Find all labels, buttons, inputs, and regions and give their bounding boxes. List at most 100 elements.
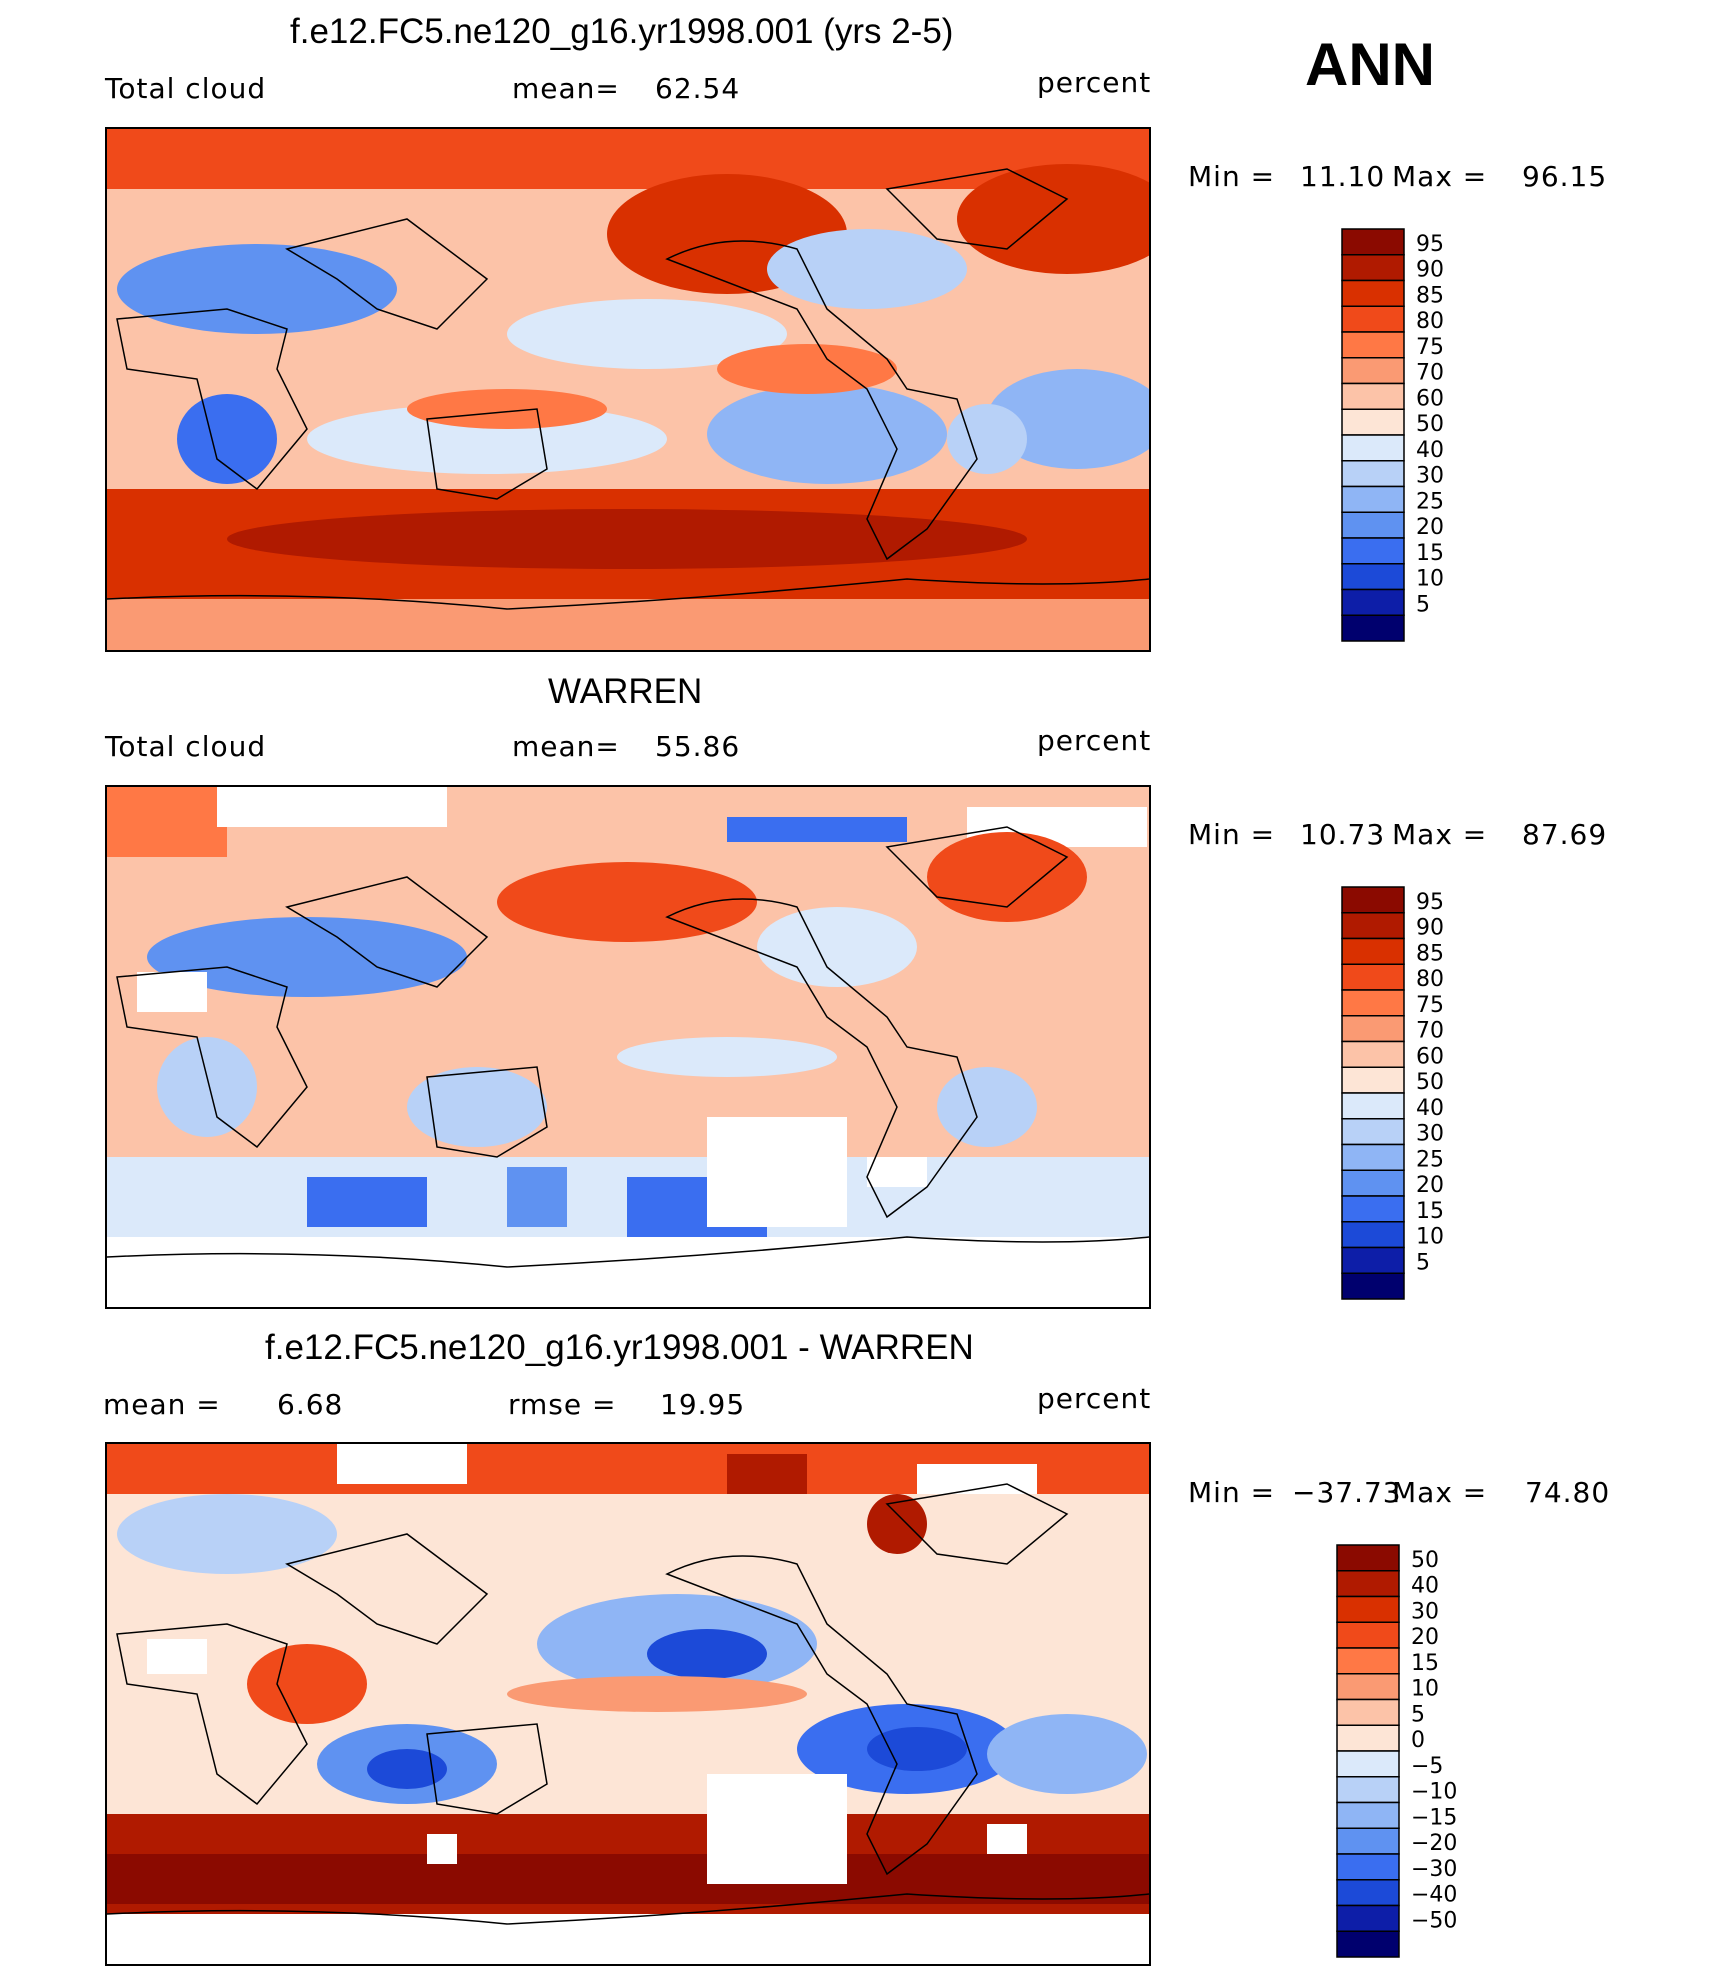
colorbar-segment — [1336, 1904, 1400, 1932]
colorbar-tick-label: 25 — [1416, 489, 1444, 514]
colorbar-segment — [1336, 1595, 1400, 1623]
colorbar-tick-label: 5 — [1416, 592, 1430, 617]
colorbar-tick-label: −40 — [1411, 1883, 1457, 1908]
colorbar-segment — [1341, 989, 1405, 1017]
colorbar-segment — [1341, 614, 1405, 642]
panel3-map-svg — [107, 1444, 1149, 1964]
panel1-min-value: 11.10 — [1300, 160, 1386, 193]
colorbar-segment — [1341, 511, 1405, 539]
colorbar-tick-label: −15 — [1411, 1805, 1457, 1830]
colorbar-tick-label: 30 — [1416, 1122, 1444, 1147]
colorbar-tick-label: 85 — [1416, 283, 1444, 308]
colorbar-tick-label: 85 — [1416, 941, 1444, 966]
panel1-map — [105, 127, 1151, 652]
colorbar-tick-label: 20 — [1416, 515, 1444, 540]
colorbar-segment — [1341, 331, 1405, 359]
panel3-min-label: Min = — [1188, 1476, 1276, 1509]
panel2-mean-value: 55.86 — [655, 730, 741, 763]
colorbar-segment — [1341, 434, 1405, 462]
colorbar-tick-label: 10 — [1411, 1677, 1439, 1702]
colorbar-tick-label: 95 — [1416, 232, 1444, 257]
colorbar-tick-label: 80 — [1416, 967, 1444, 992]
panel2-title: WARREN — [548, 672, 703, 711]
colorbar-segment — [1336, 1570, 1400, 1598]
panel1-units: percent — [1037, 66, 1152, 99]
colorbar-segment — [1341, 460, 1405, 488]
colorbar-segment — [1336, 1930, 1400, 1958]
colorbar-segment — [1341, 408, 1405, 436]
colorbar-tick-label: 30 — [1416, 464, 1444, 489]
panel2-colorbar: 95 90 85 80 75 70 60 50 40 30 25 20 15 10 5 — [1340, 885, 1540, 1301]
colorbar-segment — [1341, 485, 1405, 513]
colorbar-tick-label: 40 — [1416, 438, 1444, 463]
colorbar-segment — [1341, 1040, 1405, 1068]
panel1-min-label: Min = — [1188, 160, 1276, 193]
colorbar-tick-label: −10 — [1411, 1780, 1457, 1805]
colorbar-tick-label: −20 — [1411, 1831, 1457, 1856]
colorbar-tick-label: 50 — [1416, 1070, 1444, 1095]
panel2-units: percent — [1037, 724, 1152, 757]
colorbar-segment — [1336, 1879, 1400, 1907]
colorbar-segment — [1336, 1544, 1400, 1572]
panel1-variable: Total cloud — [105, 72, 267, 105]
panel3-mean-label: mean = — [103, 1388, 221, 1421]
season-label: ANN — [1305, 31, 1435, 98]
colorbar-segment — [1341, 1143, 1405, 1171]
colorbar-tick-label: 90 — [1416, 258, 1444, 283]
colorbar-segment — [1341, 254, 1405, 282]
panel1-map-svg — [107, 129, 1149, 650]
colorbar-tick-label: 20 — [1411, 1625, 1439, 1650]
colorbar-segment — [1341, 1066, 1405, 1094]
colorbar-segment — [1336, 1750, 1400, 1778]
colorbar-tick-label: 75 — [1416, 335, 1444, 360]
colorbar-tick-label: 60 — [1416, 386, 1444, 411]
colorbar-segment — [1341, 1169, 1405, 1197]
panel1-mean-label: mean= — [512, 72, 620, 105]
colorbar-segment — [1341, 1092, 1405, 1120]
panel2-map-svg — [107, 787, 1149, 1307]
colorbar-tick-label: 40 — [1416, 1096, 1444, 1121]
colorbar-segment — [1341, 1015, 1405, 1043]
panel3-map — [105, 1442, 1151, 1966]
colorbar-segment — [1336, 1853, 1400, 1881]
colorbar-tick-label: 10 — [1416, 567, 1444, 592]
panel2-min-value: 10.73 — [1300, 818, 1386, 851]
panel2-max-value: 87.69 — [1522, 818, 1608, 851]
colorbar-tick-label: 15 — [1416, 541, 1444, 566]
colorbar-tick-label: 30 — [1411, 1599, 1439, 1624]
colorbar-segment — [1336, 1801, 1400, 1829]
colorbar-segment — [1341, 305, 1405, 333]
colorbar-tick-label: 0 — [1411, 1728, 1425, 1753]
colorbar-segment — [1336, 1724, 1400, 1752]
colorbar-segment — [1341, 1195, 1405, 1223]
colorbar-tick-label: 5 — [1416, 1250, 1430, 1275]
panel1-max-value: 96.15 — [1522, 160, 1608, 193]
panel1-mean-value: 62.54 — [655, 72, 741, 105]
panel1-colorbar: 95 90 85 80 75 70 60 50 40 30 25 20 15 10 5 — [1340, 227, 1540, 643]
colorbar-tick-label: 10 — [1416, 1225, 1444, 1250]
colorbar-segment — [1341, 537, 1405, 565]
colorbar-tick-label: 80 — [1416, 309, 1444, 334]
colorbar-tick-label: 20 — [1416, 1173, 1444, 1198]
panel2-map — [105, 785, 1151, 1309]
colorbar-tick-label: 75 — [1416, 993, 1444, 1018]
colorbar-segment — [1341, 588, 1405, 616]
colorbar-tick-label: 95 — [1416, 890, 1444, 915]
colorbar-tick-label: 70 — [1416, 361, 1444, 386]
panel3-max-value: 74.80 — [1525, 1476, 1611, 1509]
colorbar-segment — [1341, 1118, 1405, 1146]
colorbar-segment — [1341, 357, 1405, 385]
colorbar-segment — [1341, 912, 1405, 940]
colorbar-tick-label: −30 — [1411, 1857, 1457, 1882]
colorbar-segment — [1336, 1673, 1400, 1701]
colorbar-tick-label: 60 — [1416, 1044, 1444, 1069]
colorbar-segment — [1341, 279, 1405, 307]
panel3-colorbar: 50 40 30 20 15 10 5 0 −5 −10 −15 −20 −30 −40 −50 — [1335, 1543, 1535, 1959]
panel3-min-value: −37.73 — [1292, 1476, 1402, 1509]
colorbar-segment — [1341, 1221, 1405, 1249]
colorbar-segment — [1341, 886, 1405, 914]
colorbar-tick-label: −50 — [1411, 1908, 1457, 1933]
panel1-max-label: Max = — [1392, 160, 1488, 193]
